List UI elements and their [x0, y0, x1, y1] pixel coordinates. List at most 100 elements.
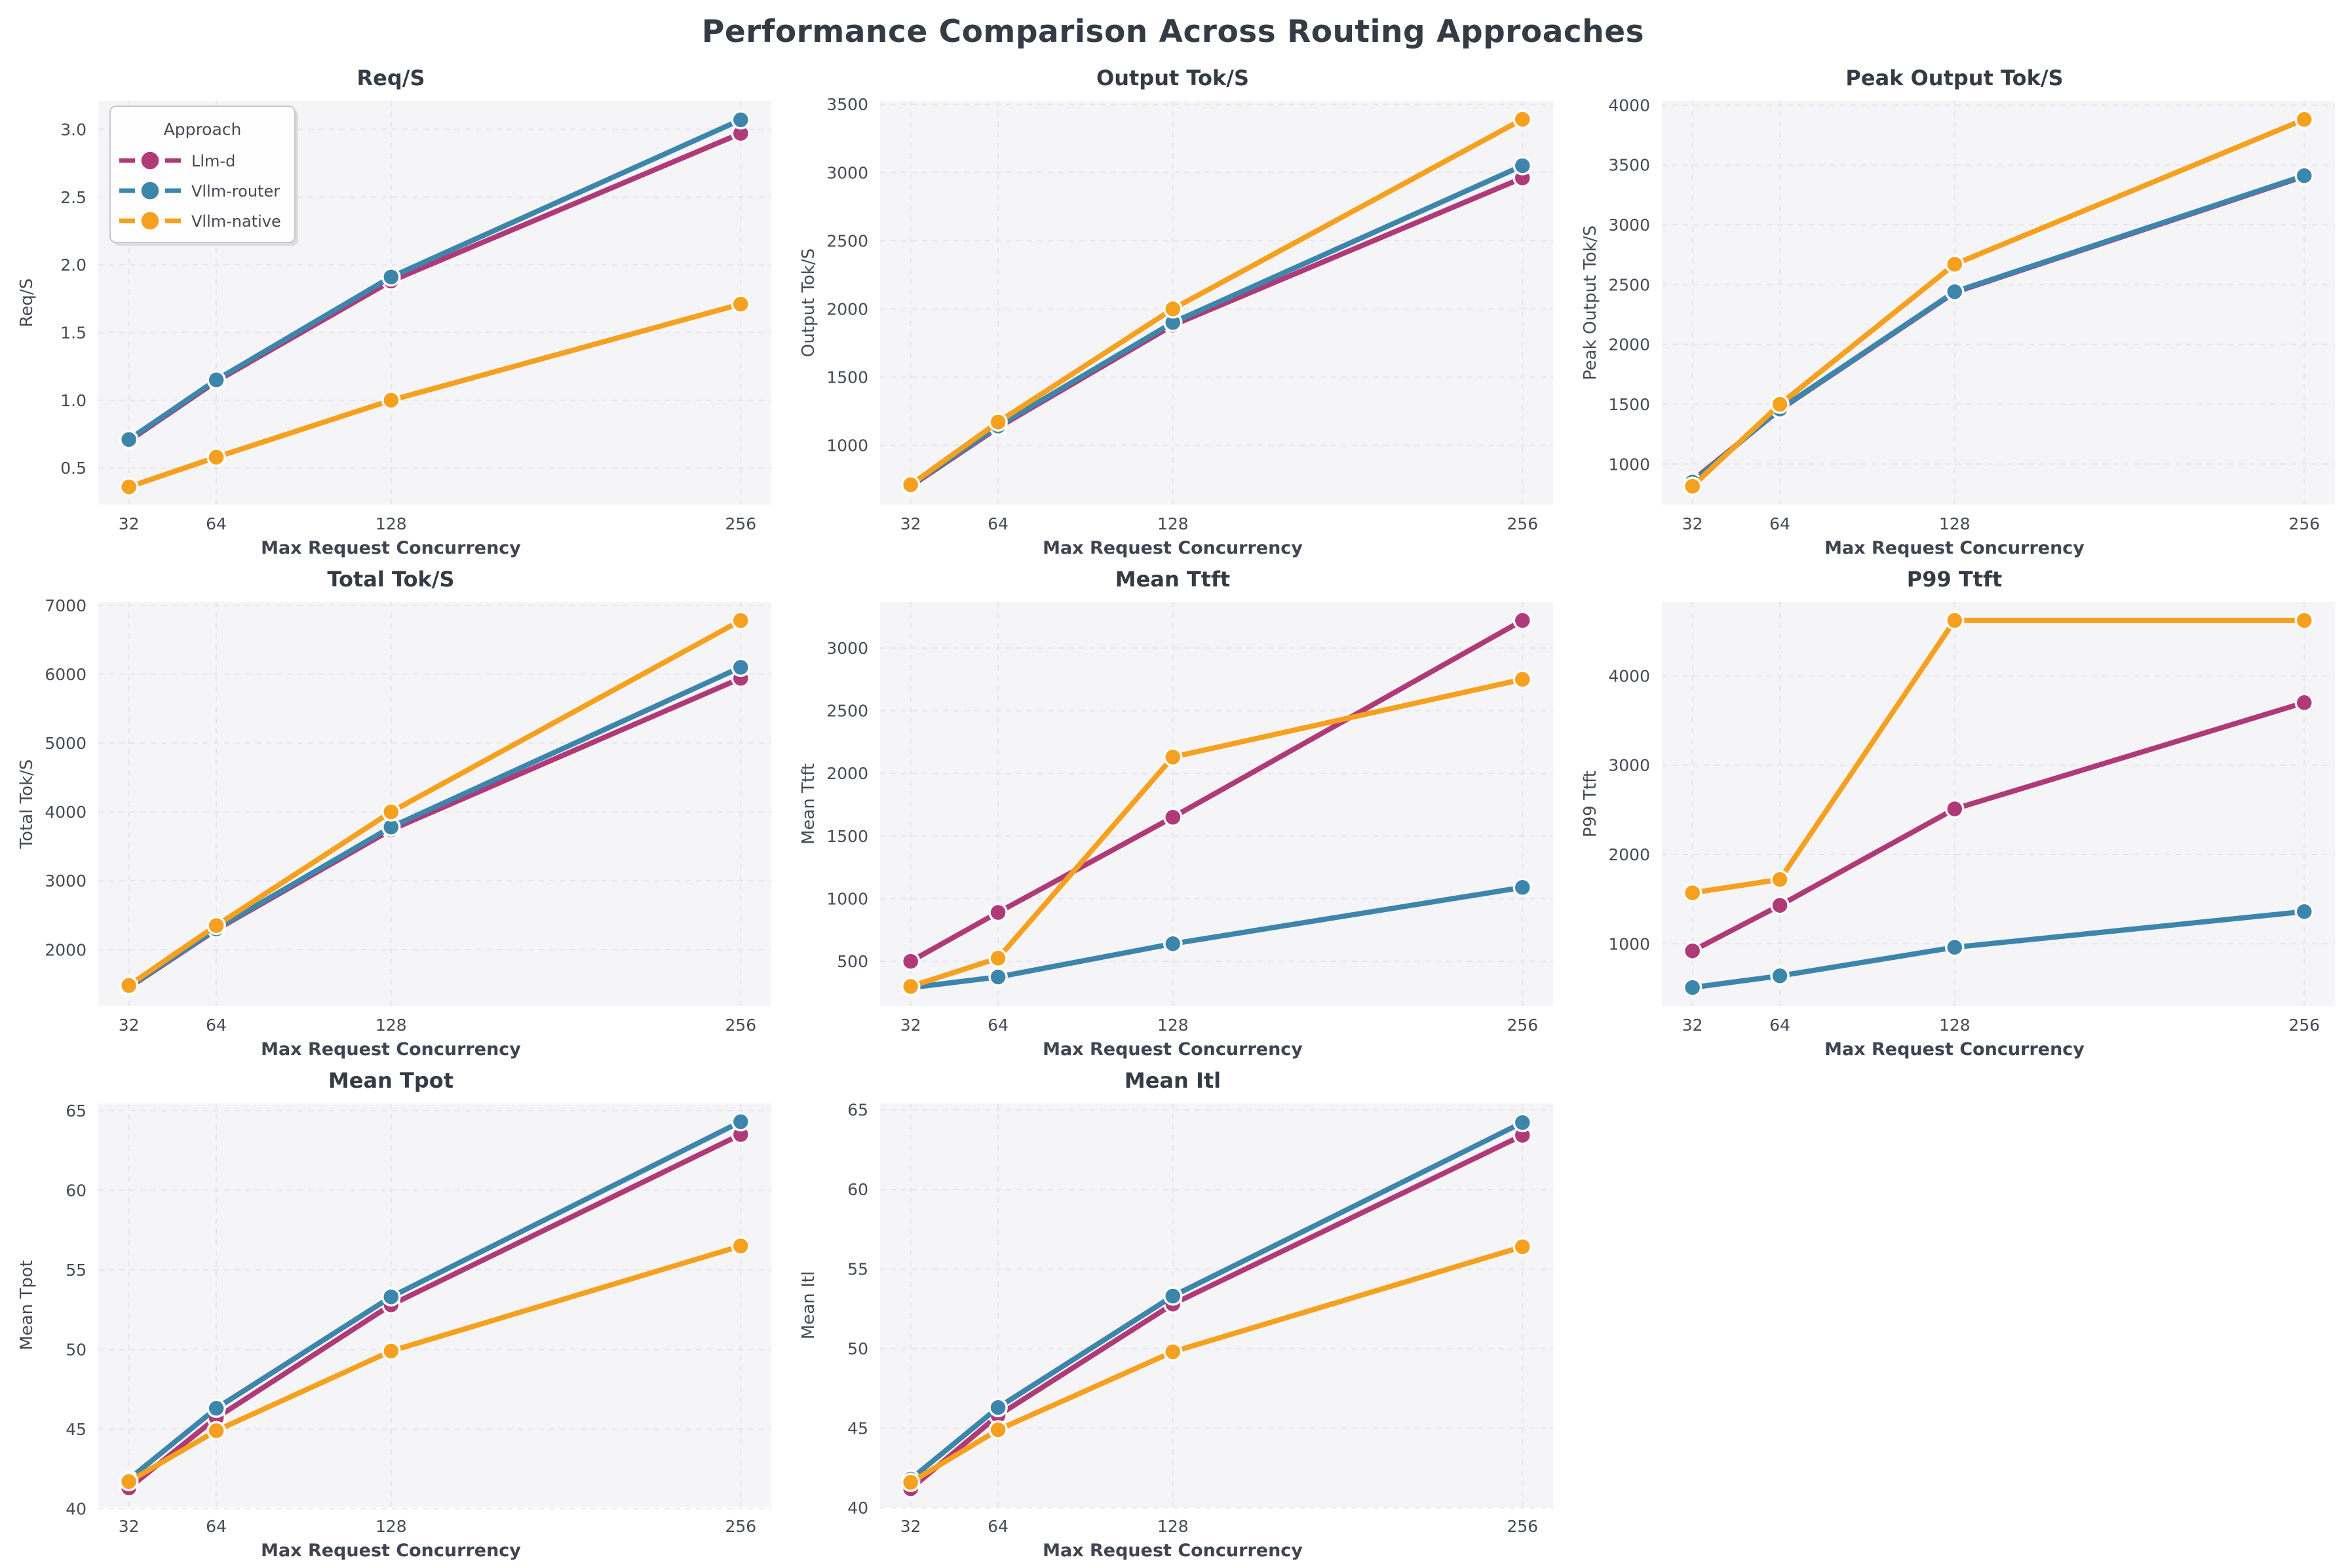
svg-text:Peak Output Tok/S: Peak Output Tok/S	[1581, 225, 1600, 380]
svg-text:50: 50	[847, 1339, 868, 1358]
chart-cell-mean-ttft: Mean Ttft 500 1000 1500 2000 2500 3000 32 64 128…	[782, 564, 1564, 1065]
svg-text:32: 32	[900, 1016, 921, 1035]
chart-cell-peak-output-tok-s: Peak Output Tok/S 1000 1500 2000 2500 3000 35…	[1564, 63, 2345, 564]
svg-text:Mean Itl: Mean Itl	[799, 1271, 818, 1339]
svg-text:6000: 6000	[45, 665, 87, 684]
svg-text:4000: 4000	[1608, 96, 1650, 115]
svg-text:Total Tok/S: Total Tok/S	[17, 759, 37, 850]
svg-text:1000: 1000	[1608, 934, 1650, 953]
svg-text:128: 128	[375, 514, 407, 533]
svg-text:32: 32	[1682, 1016, 1703, 1035]
svg-text:256: 256	[2288, 514, 2320, 533]
svg-text:65: 65	[66, 1101, 87, 1120]
svg-text:3000: 3000	[1608, 216, 1650, 235]
svg-text:64: 64	[206, 1517, 227, 1536]
svg-text:1.0: 1.0	[60, 391, 87, 410]
svg-text:64: 64	[206, 514, 227, 533]
svg-text:128: 128	[1939, 514, 1971, 533]
svg-text:2000: 2000	[826, 764, 868, 783]
svg-text:65: 65	[847, 1101, 868, 1120]
svg-text:2000: 2000	[1608, 845, 1650, 864]
svg-text:55: 55	[847, 1260, 868, 1279]
svg-text:2500: 2500	[1608, 275, 1650, 294]
x-axis-label: Max Request Concurrency	[1043, 538, 1303, 558]
svg-text:2000: 2000	[1608, 335, 1650, 354]
mean-ttft-line-chart: 500 1000 1500 2000 2500 3000 32 64 128 256 Mean Tt…	[799, 602, 1553, 1035]
svg-text:256: 256	[725, 514, 756, 533]
svg-text:32: 32	[900, 514, 921, 533]
svg-text:1500: 1500	[826, 827, 868, 846]
svg-text:Output Tok/S: Output Tok/S	[799, 248, 818, 357]
output-tok-s-line-chart: 1000 1500 2000 2500 3000 3500 32 64 128 256 Output…	[799, 95, 1553, 533]
svg-text:1000: 1000	[1608, 455, 1650, 474]
chart-cell-output-tok-s: Output Tok/S 1000 1500 2000 2500 3000 3500 32 6…	[782, 63, 1564, 564]
svg-text:45: 45	[847, 1419, 868, 1438]
svg-text:32: 32	[900, 1517, 921, 1536]
x-axis-label: Max Request Concurrency	[261, 1039, 521, 1060]
peak-output-tok-s-line-chart: 1000 1500 2000 2500 3000 3500 4000 32 64 128 256 Pe…	[1581, 96, 2335, 533]
svg-text:32: 32	[119, 514, 140, 533]
svg-text:2500: 2500	[826, 231, 868, 250]
svg-text:1500: 1500	[826, 368, 868, 387]
svg-text:Llm-d: Llm-d	[191, 152, 235, 170]
req-s-line-chart: 0.5 1.0 1.5 2.0 2.5 3.0 32 64 128 256 Req/S Approac…	[17, 101, 771, 533]
svg-text:32: 32	[119, 1016, 140, 1035]
svg-text:64: 64	[206, 1016, 227, 1035]
svg-text:P99 Ttft: P99 Ttft	[1581, 771, 1600, 837]
svg-text:128: 128	[1157, 1016, 1189, 1035]
svg-text:40: 40	[847, 1499, 868, 1518]
svg-text:Approach: Approach	[164, 120, 242, 139]
svg-text:45: 45	[66, 1420, 87, 1439]
svg-text:256: 256	[725, 1016, 756, 1035]
svg-text:40: 40	[66, 1499, 87, 1518]
svg-text:2000: 2000	[45, 940, 87, 959]
svg-text:128: 128	[1939, 1016, 1971, 1035]
svg-text:4000: 4000	[45, 803, 87, 822]
svg-text:3.0: 3.0	[60, 120, 87, 139]
svg-text:500: 500	[837, 952, 868, 971]
svg-text:1000: 1000	[826, 889, 868, 908]
svg-text:128: 128	[1157, 1517, 1189, 1536]
svg-text:3000: 3000	[45, 871, 87, 890]
total-tok-s-line-chart: 2000 3000 4000 5000 6000 7000 32 64 128 256 Total …	[17, 596, 771, 1035]
svg-text:256: 256	[1507, 1016, 1538, 1035]
svg-text:Mean Ttft: Mean Ttft	[799, 763, 818, 845]
svg-text:32: 32	[119, 1517, 140, 1536]
x-axis-label: Max Request Concurrency	[1824, 1039, 2085, 1060]
svg-text:3500: 3500	[826, 95, 868, 114]
svg-text:128: 128	[375, 1016, 407, 1035]
svg-text:2000: 2000	[826, 299, 868, 318]
legend: Approach Llm-d Vllm-router Vllm-native	[109, 105, 298, 246]
x-axis-label: Max Request Concurrency	[1043, 1540, 1303, 1561]
svg-text:128: 128	[1157, 514, 1189, 533]
svg-text:1500: 1500	[1608, 395, 1650, 414]
chart-cell-mean-itl: Mean Itl 40 45 50 55 60 65 32 64 128 256 Mean Itl …	[782, 1065, 1564, 1567]
empty-cell	[1564, 1065, 2345, 1567]
x-axis-label: Max Request Concurrency	[261, 538, 521, 558]
svg-text:Vllm-native: Vllm-native	[191, 212, 281, 231]
svg-text:256: 256	[725, 1517, 756, 1536]
mean-itl-line-chart: 40 45 50 55 60 65 32 64 128 256 Mean Itl	[799, 1101, 1553, 1536]
svg-text:256: 256	[1507, 1517, 1538, 1536]
svg-text:2.0: 2.0	[60, 256, 87, 275]
x-axis-label: Max Request Concurrency	[1824, 538, 2085, 558]
subplot-grid: Req/S 0.5 1.0 1.5 2.0 2.5 3.0 32 64 128 256 Req/S A…	[0, 63, 2346, 1567]
svg-text:1000: 1000	[826, 436, 868, 455]
svg-text:Req/S: Req/S	[17, 278, 37, 328]
x-axis-label: Max Request Concurrency	[261, 1540, 521, 1561]
mean-tpot-line-chart: 40 45 50 55 60 65 32 64 128 256 Mean Tpot	[17, 1101, 771, 1536]
svg-text:1.5: 1.5	[60, 323, 87, 342]
svg-text:2.5: 2.5	[60, 188, 87, 207]
svg-text:60: 60	[847, 1180, 868, 1199]
chart-cell-req-s: Req/S 0.5 1.0 1.5 2.0 2.5 3.0 32 64 128 256 Req/S A…	[0, 63, 782, 564]
svg-text:256: 256	[2288, 1016, 2320, 1035]
svg-text:3000: 3000	[826, 639, 868, 658]
chart-title-mean-ttft: Mean Ttft	[1115, 567, 1231, 592]
svg-text:2500: 2500	[826, 702, 868, 721]
svg-text:3500: 3500	[1608, 156, 1650, 175]
chart-title-mean-tpot: Mean Tpot	[328, 1068, 454, 1093]
svg-text:64: 64	[988, 1517, 1009, 1536]
figure-title: Performance Comparison Across Routing Ap…	[701, 13, 1645, 50]
svg-text:3000: 3000	[826, 163, 868, 182]
